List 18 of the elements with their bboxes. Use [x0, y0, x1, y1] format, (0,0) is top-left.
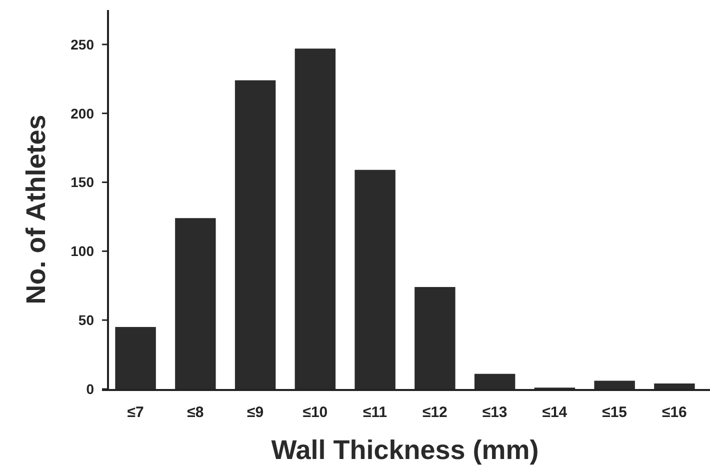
x-tick-label: ≤15	[602, 404, 628, 421]
x-tick-label: ≤16	[662, 404, 687, 421]
y-tick-label: 50	[78, 312, 94, 328]
x-tick-label: ≤11	[363, 404, 388, 421]
x-tick-label: ≤7	[127, 404, 144, 421]
x-tick-label: ≤10	[302, 404, 328, 421]
x-tick-label: ≤14	[542, 404, 568, 421]
y-tick-label: 150	[70, 174, 94, 190]
y-tick-label: 250	[70, 36, 94, 52]
x-tick-label: ≤12	[422, 404, 448, 421]
x-tick-label: ≤9	[247, 404, 264, 421]
y-tick-label: 0	[86, 380, 94, 397]
x-tick-label: ≤13	[482, 404, 508, 421]
y-axis-title: No. of Athletes	[21, 114, 51, 304]
x-tick-label: ≤8	[187, 404, 204, 421]
x-axis-title: Wall Thickness (mm)	[271, 435, 539, 465]
y-tick-label: 100	[70, 243, 94, 260]
y-tick-label: 200	[70, 105, 94, 122]
